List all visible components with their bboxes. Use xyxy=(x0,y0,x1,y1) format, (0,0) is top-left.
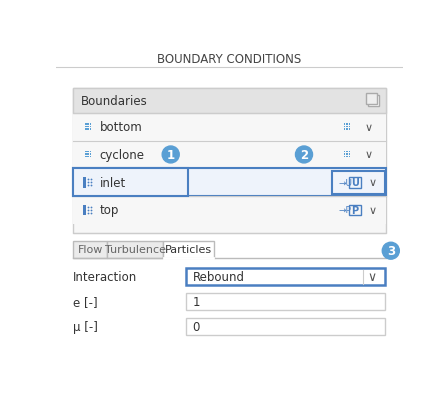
Bar xyxy=(344,154,345,155)
Bar xyxy=(90,154,91,155)
Bar xyxy=(349,151,350,153)
Text: Turbulence: Turbulence xyxy=(104,245,166,254)
Bar xyxy=(87,129,89,130)
Bar xyxy=(73,169,386,197)
Bar xyxy=(85,124,86,126)
Bar xyxy=(90,126,91,128)
Bar xyxy=(346,151,348,153)
Text: 1: 1 xyxy=(192,295,200,308)
Bar xyxy=(85,154,86,155)
Bar xyxy=(346,124,348,126)
Bar xyxy=(163,241,214,258)
Bar xyxy=(186,269,384,285)
Bar xyxy=(186,318,384,335)
Bar xyxy=(344,156,345,158)
Bar xyxy=(332,171,384,194)
Text: P: P xyxy=(352,205,359,216)
Bar xyxy=(73,89,386,234)
Bar xyxy=(73,114,386,141)
Bar xyxy=(90,156,91,158)
Circle shape xyxy=(162,147,179,164)
Bar xyxy=(344,151,345,153)
Bar xyxy=(85,151,86,153)
Bar xyxy=(73,141,386,169)
Text: Interaction: Interaction xyxy=(73,271,137,284)
Bar xyxy=(346,129,348,130)
Text: Rebound: Rebound xyxy=(192,271,245,284)
Bar xyxy=(368,96,379,107)
Bar xyxy=(349,154,350,155)
Text: Boundaries: Boundaries xyxy=(81,95,147,108)
Bar xyxy=(349,156,350,158)
Text: ∨: ∨ xyxy=(365,122,373,133)
Text: ∨: ∨ xyxy=(365,150,373,160)
Bar xyxy=(85,129,86,130)
Text: ∨: ∨ xyxy=(368,178,376,188)
Text: e [-]: e [-] xyxy=(73,295,98,308)
Bar xyxy=(349,178,362,188)
Bar xyxy=(87,124,89,126)
Bar xyxy=(73,169,188,197)
Bar xyxy=(85,126,86,128)
Bar xyxy=(87,156,89,158)
Text: 3: 3 xyxy=(387,245,395,258)
Circle shape xyxy=(296,147,313,164)
Text: cyclone: cyclone xyxy=(99,148,144,162)
Text: bottom: bottom xyxy=(99,121,142,134)
Bar xyxy=(186,293,384,310)
Text: →U: →U xyxy=(338,178,352,187)
Text: →P: →P xyxy=(338,206,351,215)
Bar xyxy=(87,154,89,155)
Text: inlet: inlet xyxy=(99,176,125,189)
Bar xyxy=(90,129,91,130)
Text: 1: 1 xyxy=(167,148,175,162)
Bar xyxy=(73,89,386,114)
Bar xyxy=(87,151,89,153)
Text: ∨: ∨ xyxy=(368,271,377,284)
Bar xyxy=(73,241,107,258)
Circle shape xyxy=(382,243,399,260)
Bar xyxy=(349,129,350,130)
Bar xyxy=(90,151,91,153)
Text: Particles: Particles xyxy=(165,245,212,254)
Bar xyxy=(344,124,345,126)
Bar xyxy=(346,154,348,155)
Bar xyxy=(344,126,345,128)
Bar xyxy=(83,178,86,188)
Text: BOUNDARY CONDITIONS: BOUNDARY CONDITIONS xyxy=(158,53,302,66)
Bar xyxy=(349,124,350,126)
Bar xyxy=(366,94,377,104)
Bar xyxy=(344,129,345,130)
Text: top: top xyxy=(99,204,119,217)
Bar xyxy=(83,205,86,216)
Bar xyxy=(73,197,386,224)
Text: U: U xyxy=(351,178,359,188)
Text: 0: 0 xyxy=(192,320,200,333)
Bar xyxy=(85,156,86,158)
Bar xyxy=(90,124,91,126)
Bar xyxy=(349,126,350,128)
Bar xyxy=(107,241,163,258)
Text: μ [-]: μ [-] xyxy=(73,320,98,333)
Text: Flow: Flow xyxy=(78,245,103,254)
Text: ∨: ∨ xyxy=(368,205,376,216)
Bar xyxy=(87,126,89,128)
Bar xyxy=(349,205,362,216)
Bar xyxy=(346,126,348,128)
Bar xyxy=(346,156,348,158)
Text: 2: 2 xyxy=(300,148,308,162)
